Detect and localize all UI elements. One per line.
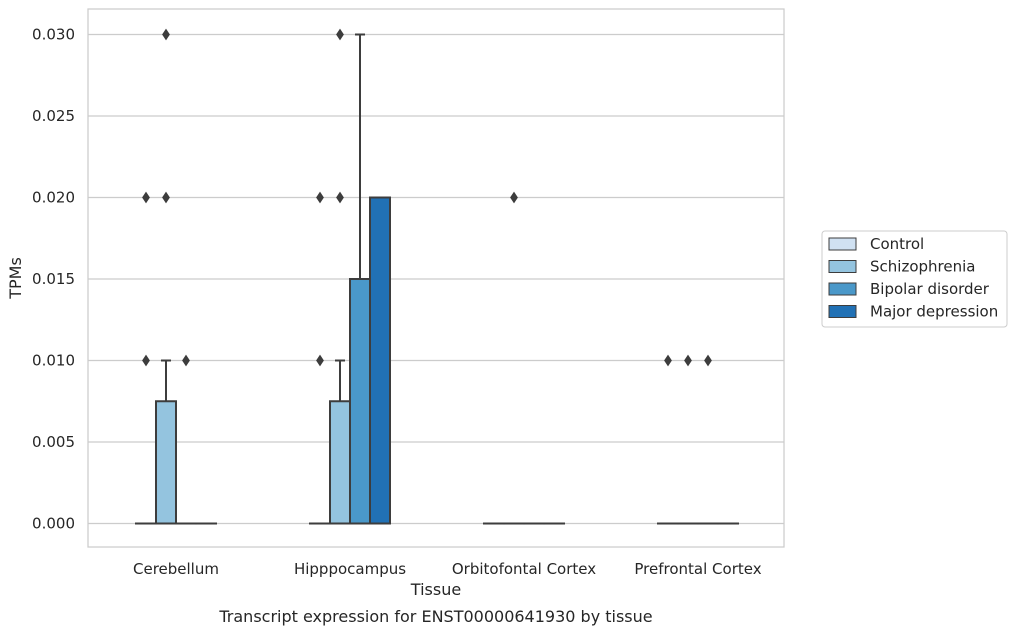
box-group: [155, 28, 177, 525]
outlier-point: [684, 354, 692, 367]
legend-label: Bipolar disorder: [870, 280, 990, 298]
outlier-point: [142, 191, 150, 204]
box-group: [135, 191, 157, 525]
legend-swatch: [828, 282, 857, 296]
y-tick-label: 0.030: [32, 26, 75, 44]
box-group: [657, 354, 679, 525]
legend-swatch: [828, 260, 857, 273]
legend: Control Schizophrenia Bipolar disorder Majo…: [821, 230, 1008, 328]
outlier-point: [704, 354, 712, 367]
y-tick-label: 0.000: [32, 515, 75, 533]
legend-label: Major depression: [870, 303, 998, 321]
legend-swatch: [828, 305, 857, 318]
outlier-point: [142, 354, 150, 367]
y-axis-label: TPMs: [6, 257, 25, 300]
outlier-point: [316, 191, 324, 204]
legend-item: Schizophrenia: [828, 258, 975, 276]
box-rect: [329, 400, 351, 525]
legend-item: Major depression: [828, 303, 998, 321]
legend-item: Control: [828, 235, 924, 253]
y-tick-label: 0.015: [32, 270, 75, 288]
x-tick-label: Orbitofontal Cortex: [452, 560, 596, 578]
outlier-point: [336, 191, 344, 204]
x-tick-label: Prefrontal Cortex: [634, 560, 761, 578]
legend-label: Control: [870, 235, 924, 253]
box-rect: [349, 278, 371, 525]
outlier-point: [316, 354, 324, 367]
x-axis-label: Tissue: [410, 580, 461, 599]
box-group: [309, 191, 331, 525]
y-tick-label: 0.025: [32, 107, 75, 125]
box-rect: [155, 400, 177, 525]
plot-frame: [87, 8, 785, 548]
legend-frame: [821, 230, 1008, 328]
legend-item: Bipolar disorder: [828, 280, 990, 298]
y-tick-label: 0.010: [32, 352, 75, 370]
outlier-point: [182, 354, 190, 367]
y-tick-label: 0.020: [32, 189, 75, 207]
y-tick-label: 0.005: [32, 433, 75, 451]
chart-title: Transcript expression for ENST0000064193…: [218, 607, 652, 626]
outlier-point: [510, 191, 518, 204]
legend-label: Schizophrenia: [870, 258, 975, 276]
box-group: [369, 196, 391, 525]
x-tick-labels: Cerebellum Hipppocampus Orbitofontal Corte…: [133, 560, 762, 578]
boxes: [135, 28, 739, 525]
y-tick-labels: 0.000 0.005 0.010 0.015 0.020 0.025 0.030: [32, 26, 75, 533]
outlier-point: [162, 28, 170, 41]
outlier-point: [162, 191, 170, 204]
outlier-point: [664, 354, 672, 367]
box-group: [349, 33, 371, 525]
legend-swatch: [828, 237, 857, 251]
x-tick-label: Cerebellum: [133, 560, 219, 578]
box-rect: [369, 196, 391, 525]
x-tick-label: Hipppocampus: [294, 560, 406, 578]
outlier-point: [336, 28, 344, 41]
